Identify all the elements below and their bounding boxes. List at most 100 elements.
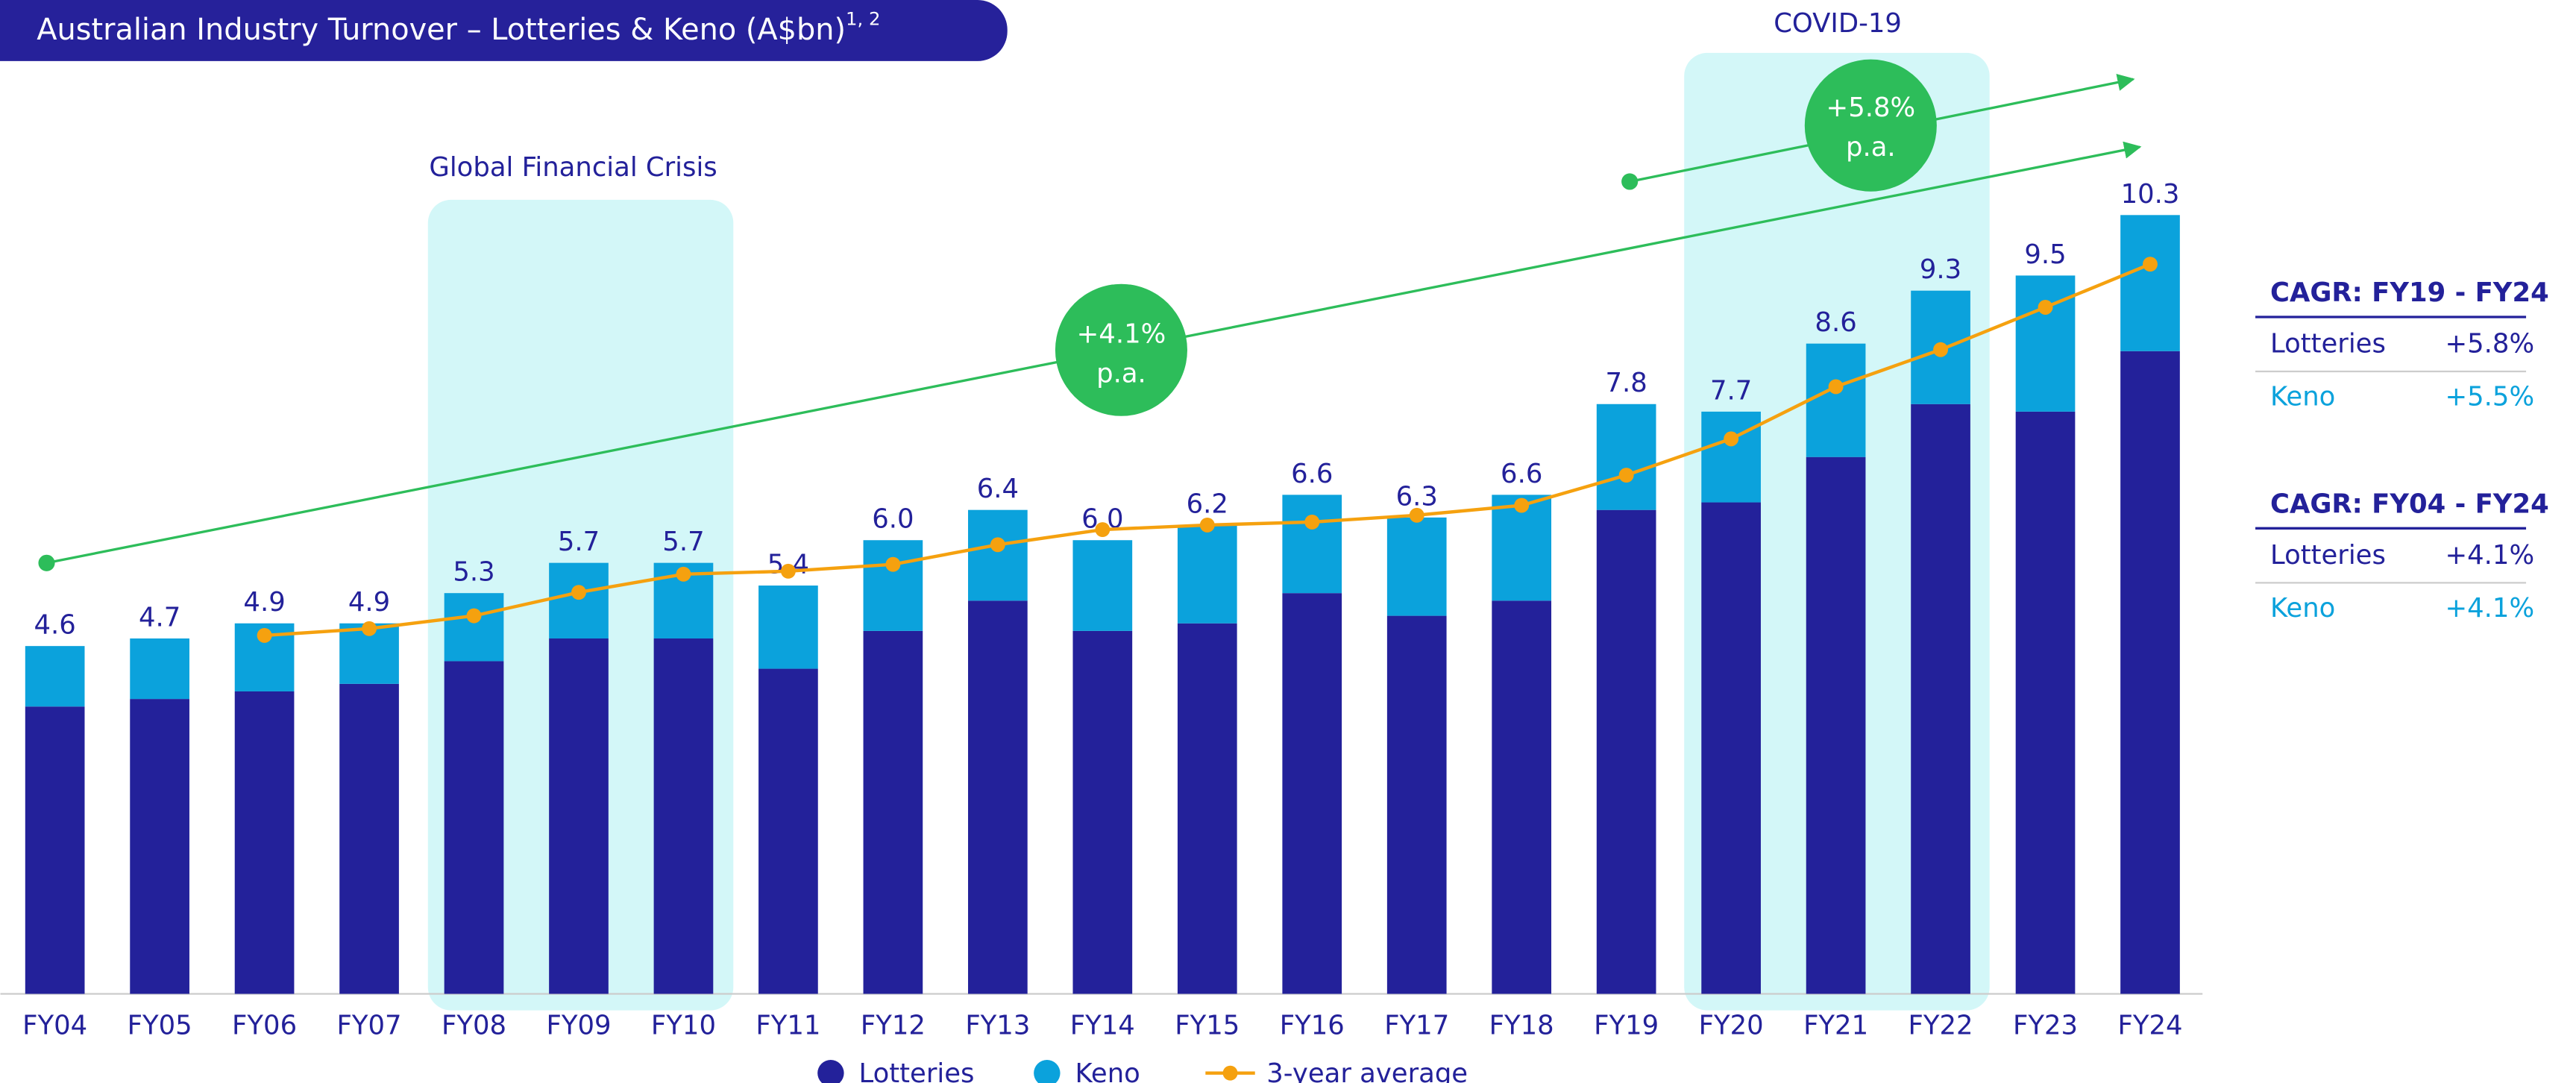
legend-swatch (1034, 1060, 1061, 1083)
x-tick-label: FY23 (2013, 1011, 2078, 1041)
cagr-value: +4.1% (2445, 540, 2535, 571)
legend-label: Keno (1075, 1058, 1140, 1083)
average-point (1828, 379, 1844, 395)
average-point (1199, 517, 1215, 533)
legend-swatch (1222, 1065, 1238, 1081)
x-tick-label: FY11 (755, 1011, 820, 1041)
bar-segment (130, 699, 189, 994)
total-label: 6.3 (1396, 481, 1438, 512)
bubble-text: +5.8% (1826, 92, 1916, 123)
average-point (1304, 514, 1320, 530)
bar-segment (968, 509, 1028, 601)
x-tick-label: FY16 (1280, 1011, 1345, 1041)
bar-segment (444, 661, 504, 994)
average-point (2038, 300, 2053, 315)
arrow-start (1621, 173, 1639, 190)
total-label: 4.6 (34, 610, 75, 641)
total-label: 5.7 (558, 527, 600, 557)
legend: Lotteries Keno 3-year average (817, 1058, 1468, 1083)
bar-segment (1806, 456, 1866, 994)
bar-segment (444, 593, 504, 662)
legend-swatch (817, 1060, 844, 1083)
x-tick-label: FY13 (965, 1011, 1030, 1041)
bar-segment (1806, 343, 1866, 457)
x-tick-label: FY22 (1909, 1011, 1973, 1041)
total-label: 7.8 (1606, 368, 1647, 398)
x-tick-label: FY06 (232, 1011, 297, 1041)
bar-segment (1701, 502, 1761, 994)
bubble-text: p.a. (1096, 358, 1146, 389)
bar-segment (653, 638, 714, 994)
bar-segment (1596, 404, 1656, 510)
average-point (466, 608, 482, 624)
bar-segment (1386, 615, 1447, 994)
bar-segment (2120, 351, 2180, 994)
chart-title: Australian Industry Turnover – Lotteries… (37, 8, 880, 47)
bar-segment (1386, 517, 1447, 616)
total-label: 8.6 (1815, 307, 1856, 338)
bar-segment (1072, 630, 1133, 994)
cagr-value: +5.8% (2445, 329, 2535, 360)
bar-segment (1177, 623, 1237, 994)
total-label: 6.2 (1187, 489, 1228, 519)
bar-segment (1282, 593, 1342, 994)
bar-segment (863, 630, 923, 994)
cagr-name: Keno (2270, 593, 2335, 624)
total-label: 4.9 (348, 587, 390, 618)
total-label: 4.7 (139, 602, 180, 632)
bar-segment (1072, 540, 1133, 631)
total-label: 7.7 (1710, 375, 1752, 406)
bar-segment (863, 540, 923, 631)
bar-segment (130, 638, 189, 700)
cagr-name: Lotteries (2270, 329, 2386, 360)
bar-segment (549, 562, 609, 639)
total-label: 9.3 (1920, 254, 1961, 285)
x-tick-label: FY07 (337, 1011, 402, 1041)
bar-segment (234, 691, 295, 994)
legend-label: 3-year average (1266, 1058, 1468, 1083)
bubble-text: +4.1% (1077, 318, 1166, 349)
average-point (885, 556, 901, 572)
region-label: COVID-19 (1774, 8, 1902, 39)
average-point (1409, 507, 1424, 523)
average-point (362, 621, 377, 636)
cagr-bubble (1804, 59, 1937, 192)
legend-label: Lotteries (859, 1058, 975, 1083)
x-tick-label: FY14 (1070, 1011, 1135, 1041)
title-pill (0, 0, 1008, 61)
x-tick-label: FY15 (1175, 1011, 1240, 1041)
bar-segment (1177, 524, 1237, 624)
cagr-title: CAGR: FY04 - FY24 (2270, 489, 2549, 519)
average-point (257, 628, 272, 643)
average-point (1095, 522, 1110, 537)
total-label: 6.6 (1501, 459, 1542, 489)
x-tick-label: FY19 (1594, 1011, 1659, 1041)
average-point (571, 585, 586, 600)
average-point (1933, 342, 1949, 357)
average-point (990, 537, 1005, 553)
total-label: 6.6 (1291, 459, 1333, 489)
bar-segment (1282, 495, 1342, 594)
bar-segment (2015, 411, 2076, 994)
average-point (1514, 497, 1530, 513)
average-point (676, 566, 691, 582)
bubble-text: p.a. (1846, 132, 1896, 163)
x-tick-label: FY24 (2117, 1011, 2182, 1041)
cagr-value: +5.5% (2445, 381, 2535, 412)
title-text: Australian Industry Turnover – Lotteries… (37, 13, 846, 47)
x-tick-label: FY05 (128, 1011, 192, 1041)
cagr-value: +4.1% (2445, 593, 2535, 624)
bar-segment (758, 668, 818, 994)
x-tick-label: FY20 (1699, 1011, 1764, 1041)
bar-segment (2120, 215, 2180, 351)
x-tick-label: FY10 (651, 1011, 716, 1041)
total-label: 9.5 (2024, 239, 2066, 270)
x-tick-label: FY17 (1384, 1011, 1449, 1041)
x-tick-label: FY09 (546, 1011, 611, 1041)
plot: FY04 4.6 FY05 4.7 FY06 4.9 FY07 4.9 FY08 5.3 FY09 5… (0, 179, 2203, 1041)
region-label: Global Financial Crisis (429, 152, 717, 183)
total-label: 6.4 (977, 474, 1019, 504)
average-point (1724, 431, 1739, 447)
bar-segment (1492, 600, 1552, 994)
